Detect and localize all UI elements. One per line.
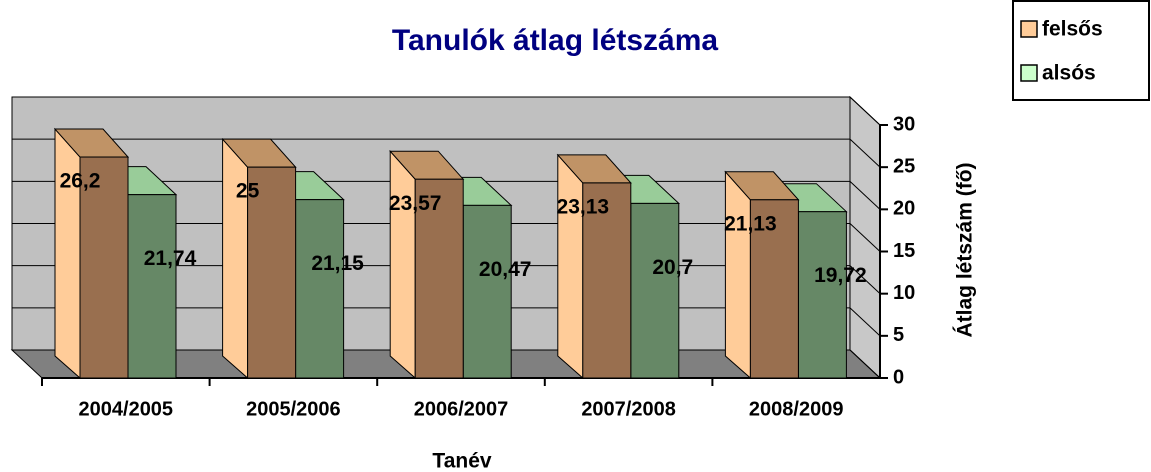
x-tick-label: 2008/2009 (749, 398, 844, 420)
y-tick-label: 25 (893, 155, 915, 177)
bar-side (389, 149, 416, 380)
bar-side (724, 170, 751, 380)
y-axis-label: Átlag létszám (fő) (954, 162, 977, 337)
bar (79, 156, 129, 379)
bar (295, 199, 345, 379)
y-tick-label: 10 (893, 282, 915, 304)
x-tick-label: 2006/2007 (414, 398, 509, 420)
x-axis-label: Tanév (432, 450, 491, 472)
value-label: 25 (236, 180, 260, 203)
bar (582, 182, 632, 379)
y-tick-label: 15 (893, 240, 915, 262)
bar-side (54, 127, 81, 380)
value-label: 23,57 (389, 192, 442, 215)
bar (630, 202, 680, 379)
x-tick-label: 2007/2008 (581, 398, 676, 420)
bar-side (222, 137, 249, 380)
bar (247, 166, 297, 379)
bar (127, 194, 177, 379)
value-label: 23,13 (557, 195, 610, 218)
legend-label: felsős (1042, 18, 1103, 41)
grid-line (849, 349, 881, 379)
legend-swatch (1020, 64, 1038, 82)
grid-line (849, 265, 881, 295)
value-label: 20,7 (652, 256, 693, 279)
bar (414, 178, 464, 379)
grid-line (849, 138, 881, 168)
legend-swatch (1020, 20, 1038, 38)
y-tick-label: 5 (893, 324, 904, 346)
value-label: 21,74 (144, 247, 197, 270)
x-tick-label: 2005/2006 (246, 398, 341, 420)
value-label: 20,47 (479, 258, 532, 281)
legend-label: alsós (1042, 62, 1096, 85)
legend (1012, 0, 1150, 101)
y-tick-label: 30 (893, 113, 915, 135)
value-label: 21,13 (724, 212, 777, 235)
grid-line (849, 180, 881, 210)
y-tick-label: 20 (893, 198, 915, 220)
grid-line (849, 96, 881, 126)
chart-title: Tanulók átlag létszáma (392, 24, 719, 57)
grid-line (849, 307, 881, 337)
value-label: 21,15 (311, 252, 364, 275)
grid-line (849, 223, 881, 252)
bar-side (557, 153, 584, 380)
x-tick-label: 2004/2005 (79, 398, 174, 420)
bar (462, 204, 512, 379)
value-label: 19,72 (814, 264, 867, 287)
bar (797, 211, 847, 379)
y-tick-label: 0 (893, 366, 904, 388)
bar (749, 199, 799, 379)
value-label: 26,2 (60, 170, 101, 193)
